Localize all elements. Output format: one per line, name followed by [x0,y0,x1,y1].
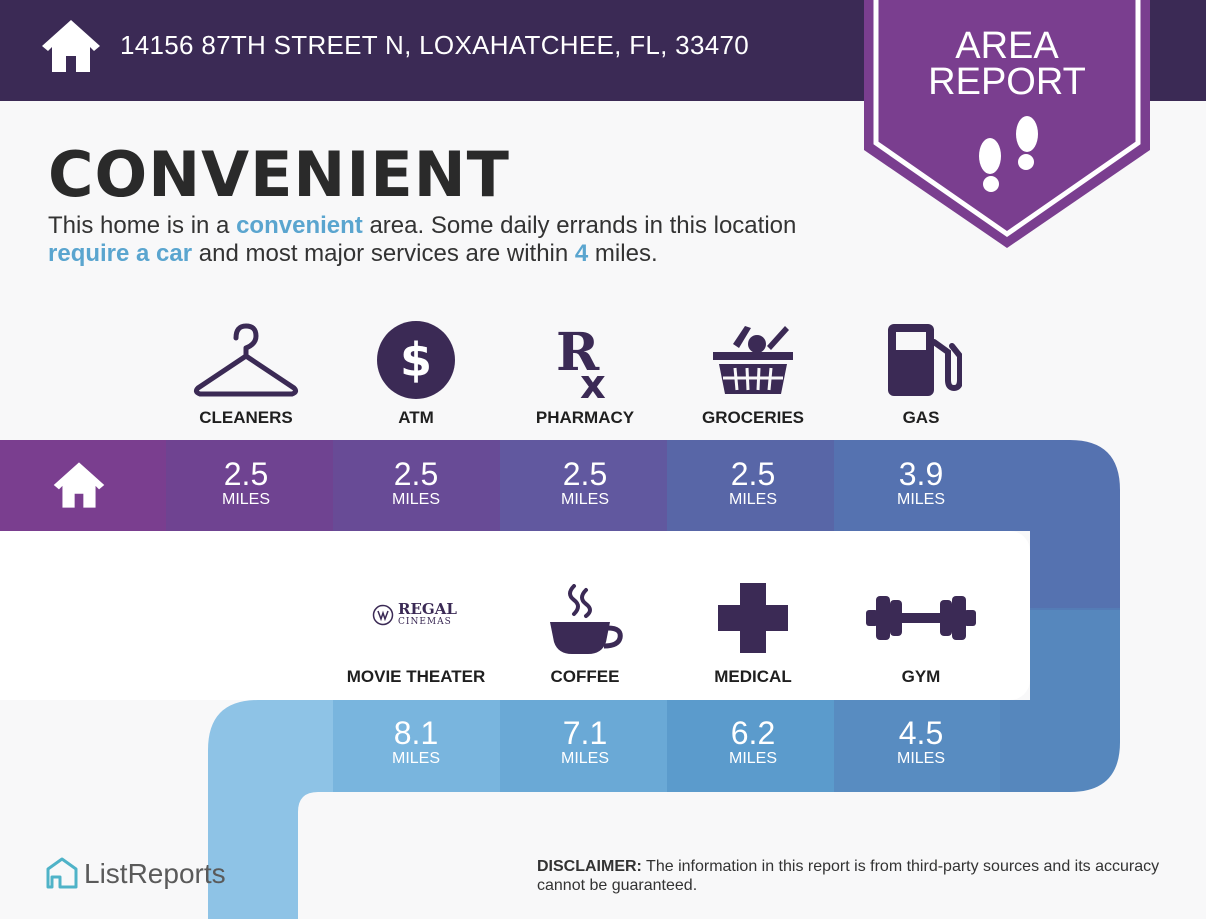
medical-cross-icon [718,583,788,653]
area-report-badge [864,0,1150,248]
middle-panel [0,531,1030,700]
badge-title: AREA REPORT [928,25,1086,103]
label-atm: ATM [398,408,434,427]
label-movie-theater: MOVIE THEATER [346,667,486,686]
property-address: 14156 87TH STREET N, LOXAHATCHEE, FL, 33… [120,30,749,60]
distance-atm: 2.5 MILES [391,456,440,508]
distance-medical: 6.2 MILES [728,715,777,767]
home-icon [42,20,100,72]
dumbbell-icon [866,596,976,640]
regal-cinemas-logo: REGAL CINEMAS [372,602,468,630]
distance-cleaners: 2.5 MILES [221,456,270,508]
page-title: CONVENIENT [48,138,510,211]
label-gym: GYM [901,667,941,686]
svg-text:x: x [580,362,606,400]
label-gas: GAS [902,408,940,427]
gas-pump-icon [888,324,962,396]
label-groceries: GROCERIES [701,408,805,427]
disclaimer-text: DISCLAIMER: The information in this repo… [537,858,1160,894]
label-pharmacy: PHARMACY [535,408,635,427]
distance-coffee: 7.1 MILES [560,715,609,767]
distance-gym: 4.5 MILES [896,715,945,767]
distance-pharmacy: 2.5 MILES [560,456,609,508]
distance-gas: 3.9 MILES [896,456,945,508]
home-icon-start [53,462,105,508]
label-medical: MEDICAL [714,667,792,686]
label-cleaners: CLEANERS [199,408,293,427]
listreports-logo-icon [46,857,78,889]
regal-crest-icon [372,604,394,626]
footprints-icon [979,116,1038,192]
svg-text:$: $ [400,333,432,387]
dollar-icon: $ [377,321,455,399]
rx-icon: R x [556,322,606,400]
label-coffee: COFFEE [550,667,620,686]
summary-text: This home is in a convenient area. Some … [48,212,797,267]
hanger-icon [193,323,299,397]
distance-groceries: 2.5 MILES [728,456,777,508]
svg-text:R: R [556,322,600,383]
basket-icon [713,326,793,394]
brand-name: ListReports [84,858,226,889]
distance-movie-theater: 8.1 MILES [391,715,440,767]
coffee-cup-icon [550,584,623,654]
